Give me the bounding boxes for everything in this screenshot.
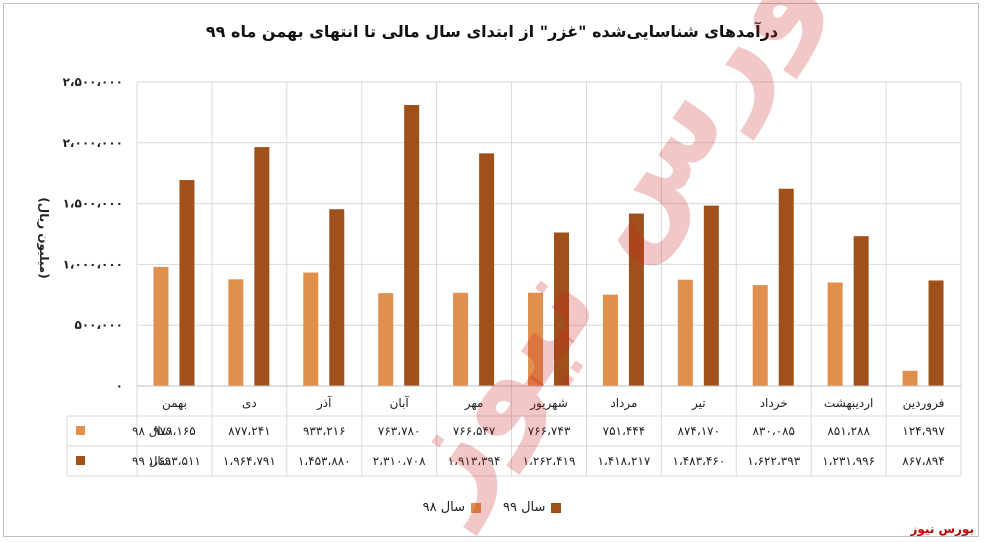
- category-label: مهر: [464, 396, 484, 411]
- category-label: شهریور: [529, 396, 568, 411]
- table-cell-value: ۱،۴۱۸،۲۱۷: [597, 454, 650, 468]
- y-tick-label: ۲،۰۰۰،۰۰۰: [63, 136, 123, 150]
- table-cell-value: ۹۷۹،۱۶۵: [153, 424, 196, 438]
- table-cell-value: ۸۳۰،۰۸۵: [752, 424, 795, 438]
- table-cell-value: ۱،۶۲۲،۳۹۳: [747, 454, 800, 468]
- table-cell-value: ۷۵۱،۴۴۴: [603, 424, 646, 438]
- brand-label: بورس نیوز: [910, 522, 974, 536]
- chart-frame: [3, 3, 979, 537]
- bar-98: [453, 292, 469, 386]
- y-tick-label: ۰: [116, 379, 123, 393]
- legend-swatch-98: [471, 502, 481, 513]
- legend: سال ۹۹ سال ۹۸: [0, 500, 984, 515]
- table-cell-value: ۱،۴۵۳،۸۸۰: [298, 454, 351, 468]
- table-cell-value: ۱،۹۶۴،۷۹۱: [223, 454, 276, 468]
- bar-99: [254, 147, 270, 386]
- bar-99: [703, 205, 719, 386]
- table-legend-key: [76, 426, 85, 435]
- bar-98: [602, 294, 618, 386]
- bar-98: [752, 285, 768, 386]
- table-cell-value: ۹۳۳،۲۱۶: [303, 424, 346, 438]
- table-cell-value: ۷۶۶،۵۴۷: [453, 424, 496, 438]
- y-tick-label: ۵۰۰،۰۰۰: [74, 318, 123, 332]
- table-cell-value: ۱،۲۳۱،۹۹۶: [822, 454, 875, 468]
- table-series-name: سال ۹۸: [132, 424, 171, 438]
- legend-label-99: سال ۹۹: [503, 500, 546, 515]
- bar-99: [628, 213, 644, 386]
- legend-item-99: سال ۹۹: [503, 500, 562, 515]
- bar-98: [303, 272, 319, 386]
- bar-98: [902, 370, 918, 386]
- bar-98: [228, 279, 244, 386]
- table-cell-value: ۷۶۳،۷۸۰: [378, 424, 421, 438]
- bar-98: [827, 282, 843, 386]
- table-cell-value: ۸۷۴،۱۷۰: [678, 424, 721, 438]
- bar-99: [554, 232, 569, 386]
- bar-99: [329, 209, 345, 386]
- category-label: آبان: [390, 395, 410, 410]
- bar-99: [853, 236, 869, 386]
- category-label: اردیبهشت: [824, 396, 873, 411]
- category-label: تیر: [691, 396, 706, 411]
- y-tick-label: ۱،۵۰۰،۰۰۰: [63, 197, 123, 211]
- y-tick-label: ۲،۵۰۰،۰۰۰: [63, 75, 123, 89]
- legend-swatch-99: [551, 502, 562, 513]
- table-cell-value: ۱،۶۹۳،۵۱۱: [148, 454, 201, 468]
- bar-99: [778, 188, 794, 386]
- bar-99: [479, 153, 495, 386]
- table-cell-value: ۱۲۴،۹۹۷: [902, 424, 945, 438]
- category-label: دی: [242, 396, 257, 410]
- table-cell-value: ۱،۴۸۳،۴۶۰: [672, 454, 725, 468]
- category-label: مرداد: [610, 396, 637, 411]
- bar-98: [528, 292, 543, 386]
- category-label: آذر: [316, 395, 332, 411]
- table-cell-value: ۲،۳۱۰،۷۰۸: [373, 454, 426, 468]
- category-label: بهمن: [162, 396, 187, 411]
- table-legend-key: [76, 456, 85, 465]
- bar-98: [378, 293, 394, 386]
- chart-title: درآمدهای شناسایی‌شده "غزر" از ابتدای سال…: [205, 22, 779, 41]
- legend-item-98: سال ۹۸: [423, 500, 481, 515]
- bar-98: [153, 266, 169, 386]
- bar-99: [404, 105, 420, 386]
- category-label: فروردین: [903, 396, 945, 411]
- bar-99: [928, 280, 944, 386]
- bar-98: [677, 279, 693, 386]
- bar-99: [179, 180, 195, 386]
- table-cell-value: ۸۷۷،۲۴۱: [228, 424, 271, 438]
- legend-label-98: سال ۹۸: [422, 500, 465, 515]
- table-cell-value: ۱،۹۱۳،۳۹۴: [448, 454, 501, 468]
- y-tick-label: ۱،۰۰۰،۰۰۰: [63, 257, 123, 271]
- table-series-name: سال ۹۹: [132, 454, 171, 468]
- table-cell-value: ۷۶۶،۷۴۳: [528, 424, 571, 438]
- table-cell-value: ۱،۲۶۲،۴۱۹: [523, 454, 576, 468]
- table-cell-value: ۸۵۱،۲۸۸: [827, 424, 870, 438]
- category-label: خرداد: [760, 396, 788, 411]
- table-cell-value: ۸۶۷،۸۹۴: [902, 454, 945, 468]
